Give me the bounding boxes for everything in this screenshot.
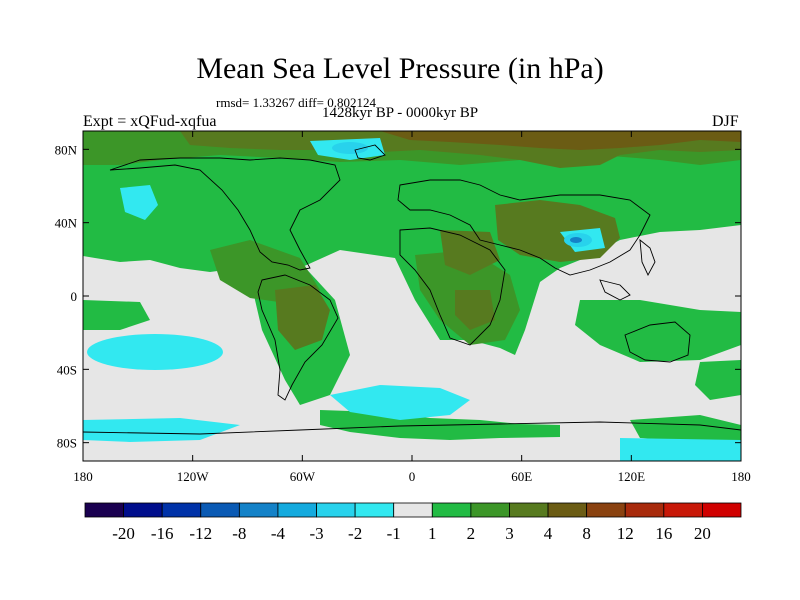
colorbar-swatch — [123, 502, 163, 518]
colorbar-swatch — [84, 502, 124, 518]
colorbar-level-label: 16 — [655, 524, 672, 543]
field-negative-1-2 — [83, 138, 741, 461]
lat-tick-label: 40N — [55, 216, 78, 231]
map-field — [83, 131, 741, 461]
latitude-axis: 80N 40N 0 40S 80S — [55, 142, 741, 451]
lat-tick-label: 80S — [57, 436, 77, 451]
colorbar-level-label: 4 — [544, 524, 553, 543]
colorbar-level-label: 3 — [505, 524, 514, 543]
colorbar-swatch — [663, 502, 703, 518]
colorbar-level-label: -12 — [189, 524, 212, 543]
map-title: Mean Sea Level Pressure (in hPa) — [196, 52, 604, 85]
colorbar-level-label: -3 — [309, 524, 323, 543]
lon-tick-label: 180 — [731, 469, 751, 484]
lon-tick-label: 60W — [290, 469, 316, 484]
colorbar-level-label: -4 — [271, 524, 286, 543]
colorbar-level-label: 1 — [428, 524, 437, 543]
lat-tick-label: 40S — [57, 362, 77, 377]
colorbar-swatch — [277, 502, 317, 518]
colorbar-level-label: 2 — [467, 524, 476, 543]
lat-tick-label: 0 — [71, 289, 78, 304]
colorbar-swatch — [431, 502, 472, 518]
season-label: DJF — [712, 113, 739, 130]
colorbar-swatch — [509, 502, 549, 518]
colorbar-swatch — [354, 502, 395, 518]
lon-tick-label: 60E — [511, 469, 532, 484]
lon-tick-label: 120E — [618, 469, 646, 484]
colorbar-swatch — [586, 502, 626, 518]
rmsd-diff-stats: rmsd= 1.33267 diff= 0.802124 — [216, 95, 376, 110]
colorbar-level-label: -20 — [112, 524, 135, 543]
colorbar-swatch — [316, 502, 356, 518]
colorbar-swatch — [393, 502, 433, 518]
lon-tick-label: 0 — [409, 469, 416, 484]
time-period-label: 1428kyr BP - 0000kyr BP — [322, 105, 479, 121]
field-positive-4-8 — [380, 131, 741, 150]
lon-tick-label: 180 — [73, 469, 93, 484]
colorbar-level-label: -16 — [151, 524, 174, 543]
colorbar: -20 -16 -12 -8 -4 -3 -2 -1 1 2 3 4 8 12 16 20 — [84, 502, 742, 543]
colorbar-level-label: 8 — [582, 524, 591, 543]
colorbar-swatch — [470, 502, 510, 518]
longitude-axis: 180 120W 60W 0 60E 120E 180 — [73, 131, 751, 484]
lon-tick-label: 120W — [177, 469, 210, 484]
colorbar-swatch — [238, 502, 279, 518]
colorbar-level-label: -2 — [348, 524, 362, 543]
colorbar-swatch — [161, 502, 202, 518]
coastlines — [83, 144, 741, 435]
colorbar-swatch — [624, 502, 665, 518]
colorbar-level-label: 20 — [694, 524, 711, 543]
colorbar-swatch — [702, 502, 742, 518]
colorbar-swatch — [200, 502, 240, 518]
colorbar-level-label: -1 — [387, 524, 401, 543]
experiment-label: Expt = xQFud-xqfua — [83, 113, 217, 130]
colorbar-level-label: -8 — [232, 524, 246, 543]
colorbar-swatch — [547, 502, 588, 518]
colorbar-level-label: 12 — [617, 524, 634, 543]
field-negative-3-4 — [570, 237, 582, 243]
lat-tick-label: 80N — [55, 142, 78, 157]
